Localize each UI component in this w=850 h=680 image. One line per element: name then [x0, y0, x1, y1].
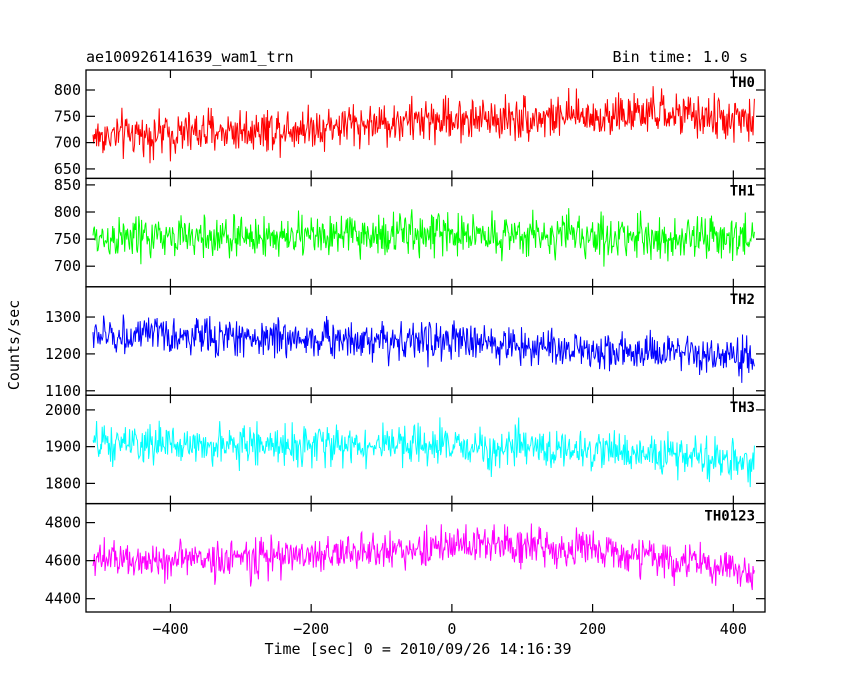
y-tick-label: 1900	[45, 438, 81, 456]
series-line-th2	[92, 314, 755, 383]
x-tick-label: −200	[293, 620, 329, 638]
y-tick-label: 750	[54, 230, 81, 248]
y-tick-label: 750	[54, 107, 81, 125]
series-line-th1	[92, 208, 755, 267]
y-tick-label: 650	[54, 160, 81, 178]
panel-th2: 1100 1200 1300 TH2	[45, 286, 766, 400]
panel-frame	[85, 502, 766, 613]
x-tick-label: −400	[152, 620, 188, 638]
panel-label: TH2	[730, 292, 755, 308]
panel-frame	[85, 286, 766, 396]
x-tick-label: 400	[720, 620, 747, 638]
y-tick-label: 1300	[45, 308, 81, 326]
y-tick-label: 700	[54, 257, 81, 275]
series-line-th0123	[92, 523, 755, 591]
chart-title: ae100926141639_wam1_trn	[86, 48, 294, 66]
x-axis-label: Time [sec] 0 = 2010/09/26 14:16:39	[264, 640, 571, 658]
y-tick-label: 4400	[45, 590, 81, 608]
x-tick-label: 200	[579, 620, 606, 638]
panel-label: TH1	[730, 183, 755, 199]
y-tick-label: 2000	[45, 401, 81, 419]
series-line-th3	[92, 417, 755, 488]
y-tick-label: 4600	[45, 552, 81, 570]
panel-th3: 1800 1900 2000 TH3	[45, 394, 766, 505]
x-tick-label: 0	[447, 620, 456, 638]
y-axis-label: Counts/sec	[5, 300, 23, 390]
panel-frame	[85, 69, 766, 180]
panel-th0123: 4400 4600 4800 TH0123	[45, 502, 766, 613]
panel-th1: 700 750 800 850 TH1	[54, 176, 766, 288]
y-tick-label: 700	[54, 134, 81, 152]
y-tick-label: 1800	[45, 474, 81, 492]
y-tick-label: 1200	[45, 345, 81, 363]
bin-time-label: Bin time: 1.0 s	[613, 48, 748, 66]
series-line-th0	[92, 86, 755, 164]
x-tick-labels: −400 −200 0 200 400	[152, 620, 747, 638]
panel-label: TH0123	[704, 509, 755, 525]
panels-group: 650 700 750 800 TH0 700 750 800 850 TH1 1100 1200 13…	[45, 69, 766, 613]
panel-label: TH0	[730, 75, 755, 91]
panel-label: TH3	[730, 400, 755, 416]
y-tick-label: 1100	[45, 382, 81, 400]
y-tick-label: 800	[54, 81, 81, 99]
panel-th0: 650 700 750 800 TH0	[54, 69, 766, 180]
y-tick-label: 850	[54, 176, 81, 194]
y-tick-label: 800	[54, 203, 81, 221]
y-tick-label: 4800	[45, 514, 81, 532]
